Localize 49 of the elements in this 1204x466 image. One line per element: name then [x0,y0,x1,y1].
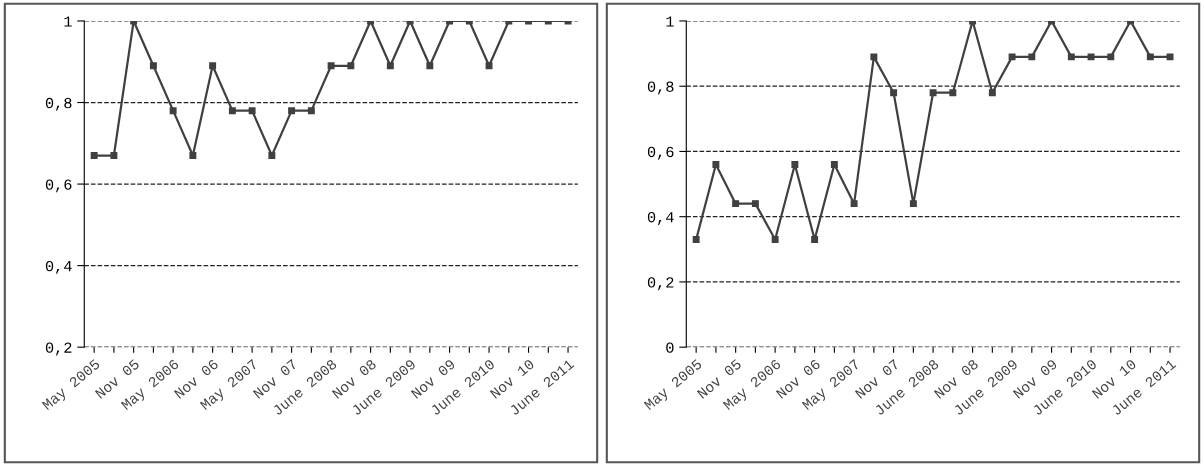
point [1166,53,1174,61]
y-tick-label: 1 [64,16,72,27]
point [890,89,898,97]
point [209,62,217,70]
point [149,62,157,70]
point [988,89,996,97]
y-tick-label: 0,8 [647,81,674,95]
y-tick-label: 0,4 [45,260,72,274]
point [189,152,197,160]
point [949,89,957,97]
point [1067,53,1075,61]
y-tick-label: 0,8 [45,97,72,111]
y-tick-label: 0,2 [647,277,674,291]
point [307,107,315,115]
point [268,152,276,160]
y-tick-label: 0 [666,342,674,353]
point [712,161,720,168]
point [850,200,858,208]
point [732,200,740,208]
y-tick-label: 0,4 [647,212,674,225]
point [288,107,296,115]
point [169,107,177,115]
point [248,107,256,115]
point [485,62,493,70]
point [110,152,118,160]
point [228,107,236,115]
y-tick-label: 0,2 [45,342,72,356]
y-tick-label: 1 [666,16,674,27]
point [1028,53,1036,61]
point [791,161,799,168]
point [90,152,98,160]
point [1146,53,1154,61]
point [751,200,759,208]
point [830,161,838,168]
point [811,236,819,243]
point [909,200,917,208]
y-tick-label: 0,6 [647,146,674,160]
point [771,236,779,243]
point [386,62,394,70]
point [347,62,355,70]
point [929,89,937,97]
point [870,53,878,61]
point [1008,53,1016,61]
point [1087,53,1095,61]
point [692,236,700,243]
point [327,62,335,70]
point [426,62,434,70]
point [1107,53,1115,61]
y-tick-label: 0,6 [45,179,72,193]
